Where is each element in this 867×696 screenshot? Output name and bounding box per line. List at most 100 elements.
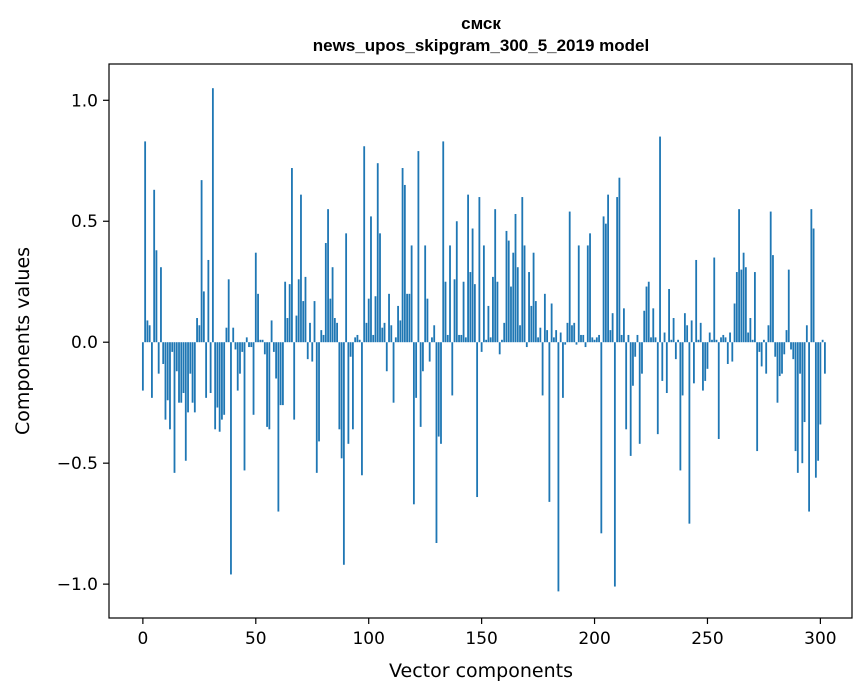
bar-94 [354,337,357,343]
bar-60 [277,342,280,512]
bar-139 [455,221,458,343]
bar-103 [374,296,377,343]
bar-142 [462,281,465,343]
bar-260 [729,332,731,343]
bar-267 [744,267,747,343]
bar-28 [205,342,208,398]
bar-242 [688,342,691,524]
bar-294 [805,325,808,343]
bar-136 [449,245,451,343]
bar-197 [586,245,589,343]
bar-180 [548,342,551,502]
bar-207 [609,330,612,343]
bar-121 [415,342,418,398]
bar-7 [157,342,160,374]
bar-216 [629,342,632,456]
bar-0 [141,342,144,391]
bar-92 [349,342,352,357]
bar-24 [196,318,198,343]
bar-90 [345,233,348,343]
bar-21 [189,342,192,374]
bar-56 [268,342,271,430]
bar-218 [634,342,637,357]
bar-114 [399,320,402,343]
bar-134 [444,281,447,343]
bar-36 [223,342,226,415]
bar-15 [175,342,178,372]
bar-145 [469,272,472,343]
bar-58 [272,342,275,352]
bar-184 [557,342,560,592]
bar-281 [776,342,779,403]
bar-39 [230,342,232,575]
bar-108 [385,342,388,372]
bar-188 [566,322,569,343]
bar-57 [270,320,273,343]
bar-64 [286,318,289,343]
bar-76 [313,301,316,343]
bar-166 [516,267,519,343]
bar-34 [218,342,221,432]
bar-86 [336,322,338,343]
bar-229 [659,136,661,343]
bar-116 [403,184,406,343]
bar-157 [496,281,499,343]
bar-87 [338,342,341,430]
bar-85 [333,318,336,343]
bar-278 [769,211,772,343]
bar-181 [550,303,553,343]
bar-113 [397,305,399,343]
bar-240 [683,313,686,343]
bar-198 [589,233,591,343]
bar-230 [661,342,664,381]
bar-35 [221,342,223,420]
bar-268 [747,332,750,343]
bar-262 [733,303,736,343]
bar-52 [259,339,262,343]
y-tick-label: 0.0 [71,333,98,353]
x-axis-label: Vector components [389,660,573,682]
bar-234 [670,339,673,343]
bar-100 [367,298,370,343]
bar-276 [765,342,768,374]
bar-152 [485,339,488,343]
bar-146 [471,228,474,343]
bar-285 [785,330,788,343]
x-tick-label: 100 [352,629,384,649]
bar-series [141,88,826,592]
bar-223 [645,286,648,343]
bar-172 [530,305,533,343]
bar-162 [507,240,510,343]
bar-167 [519,325,521,343]
bar-211 [618,177,621,343]
bar-109 [388,293,390,343]
bar-205 [604,223,607,343]
bar-238 [679,342,682,471]
bar-164 [512,252,515,343]
bar-248 [702,342,704,391]
bar-131 [437,342,440,437]
bar-201 [595,337,598,343]
bar-59 [275,342,278,379]
bar-252 [711,339,713,343]
bar-147 [473,284,476,343]
bar-280 [774,342,777,357]
bar-279 [772,255,774,343]
bar-75 [311,342,314,362]
bar-253 [713,257,716,343]
plot-frame [108,63,853,619]
bar-271 [753,272,756,343]
bar-182 [552,337,555,343]
bar-130 [435,342,438,543]
bar-91 [347,342,350,444]
bar-73 [306,342,309,360]
bar-225 [650,337,652,343]
bar-16 [178,342,180,403]
x-tick-label: 200 [578,629,610,649]
bar-11 [166,342,169,401]
bar-264 [738,209,740,343]
bar-265 [740,269,743,343]
bar-237 [677,339,680,343]
bar-122 [417,151,420,343]
bar-178 [543,293,546,343]
